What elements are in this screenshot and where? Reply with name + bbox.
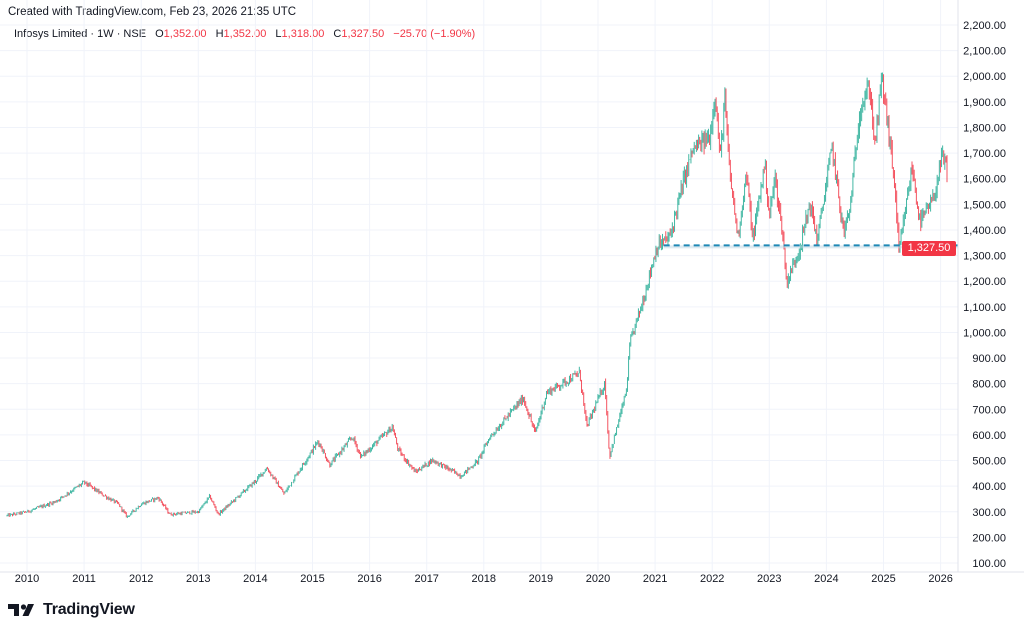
- time-tick-label: 2022: [700, 573, 724, 585]
- time-tick-label: 2026: [928, 573, 952, 585]
- price-tick-label: 500.00: [972, 456, 1006, 468]
- symbol-title[interactable]: Infosys Limited · 1W · NSE: [14, 28, 147, 40]
- price-tick-label: 900.00: [972, 353, 1006, 365]
- close-label: C: [333, 28, 342, 40]
- price-tick-label: 1,300.00: [963, 251, 1006, 263]
- price-tick-label: 300.00: [972, 507, 1006, 519]
- time-tick-label: 2019: [529, 573, 553, 585]
- time-tick-label: 2012: [129, 573, 153, 585]
- time-tick-label: 2013: [186, 573, 210, 585]
- time-tick-label: 2011: [72, 573, 96, 585]
- time-tick-label: 2021: [643, 573, 667, 585]
- price-tick-label: 2,000.00: [963, 71, 1006, 83]
- price-tick-label: 1,500.00: [963, 199, 1006, 211]
- close-value: 1,327.50: [341, 28, 385, 40]
- last-price-label: 1,327.50: [902, 241, 956, 256]
- low-label: L: [275, 28, 282, 40]
- price-tick-label: 800.00: [972, 379, 1006, 391]
- price-tick-label: 1,200.00: [963, 276, 1006, 288]
- price-tick-label: 100.00: [972, 558, 1006, 570]
- price-tick-label: 1,800.00: [963, 122, 1006, 134]
- time-tick-label: 2014: [243, 573, 267, 585]
- open-value: 1,352.00: [163, 28, 207, 40]
- price-tick-label: 200.00: [972, 532, 1006, 544]
- price-tick-label: 1,000.00: [963, 327, 1006, 339]
- price-tick-label: 400.00: [972, 481, 1006, 493]
- time-tick-label: 2018: [472, 573, 496, 585]
- price-tick-label: 1,400.00: [963, 225, 1006, 237]
- created-with-caption: Created with TradingView.com, Feb 23, 20…: [8, 6, 297, 18]
- change-value: −25.70 (−1.90%): [393, 28, 476, 40]
- tradingview-logo[interactable]: TradingView: [8, 601, 135, 619]
- time-tick-label: 2010: [15, 573, 39, 585]
- time-tick-label: 2025: [871, 573, 895, 585]
- time-tick-label: 2015: [300, 573, 324, 585]
- price-axis[interactable]: 100.00 200.00 300.00 400.00 500.00 600.00 700.…: [963, 20, 1006, 570]
- time-tick-label: 2024: [814, 573, 838, 585]
- price-tick-label: 1,900.00: [963, 97, 1006, 109]
- tradingview-logo-icon: [8, 604, 34, 616]
- time-tick-label: 2016: [357, 573, 381, 585]
- time-tick-label: 2017: [414, 573, 438, 585]
- price-tick-label: 2,100.00: [963, 46, 1006, 58]
- time-tick-label: 2020: [586, 573, 610, 585]
- low-value: 1,318.00: [281, 28, 325, 40]
- open-label: O: [155, 28, 164, 40]
- tradingview-wordmark: TradingView: [43, 601, 135, 618]
- time-axis[interactable]: 2010 2011 2012 2013 2014 2015 2016 2017 2018 2019…: [15, 573, 953, 585]
- grid-lines: [0, 0, 958, 572]
- price-tick-label: 1,700.00: [963, 148, 1006, 160]
- high-label: H: [215, 28, 224, 40]
- price-tick-label: 2,200.00: [963, 20, 1006, 32]
- price-tick-label: 1,100.00: [963, 302, 1006, 314]
- candlestick-series: [6, 72, 949, 519]
- price-tick-label: 700.00: [972, 404, 1006, 416]
- price-tick-label: 600.00: [972, 430, 1006, 442]
- time-tick-label: 2023: [757, 573, 781, 585]
- price-tick-label: 1,600.00: [963, 174, 1006, 186]
- symbol-legend: Infosys Limited · 1W · NSE O1,352.00 H 1,…: [14, 28, 475, 40]
